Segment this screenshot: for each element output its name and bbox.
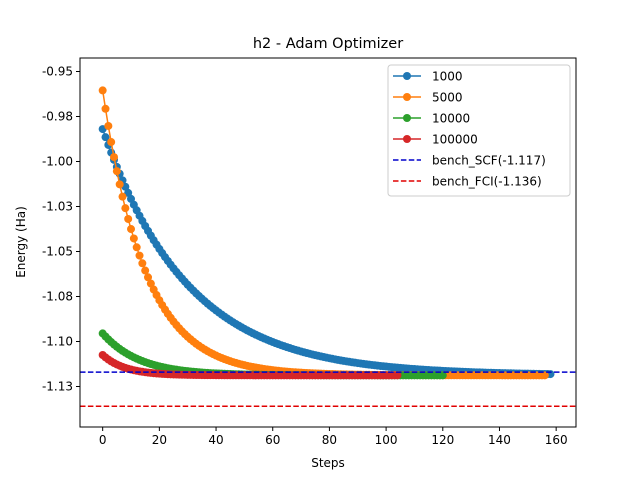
y-tick-label: -1.00	[42, 155, 73, 169]
x-tick-label: 100	[375, 433, 398, 447]
x-tick-label: 0	[99, 433, 107, 447]
data-point	[124, 188, 133, 197]
y-axis-label: Energy (Ha)	[14, 206, 28, 278]
plot-area: 0 20 40 60 80 100 120 140 160 -0.95 -0.98 -1.00 -1.…	[42, 57, 577, 447]
data-point	[101, 104, 110, 113]
legend-label: 1000	[432, 70, 463, 84]
legend-label: 10000	[432, 112, 470, 126]
legend-marker	[403, 135, 411, 143]
legend: 1000 5000 10000 100000 bench_SCF(-1.117)benc…	[387, 64, 571, 197]
legend-marker	[403, 93, 411, 101]
data-point	[138, 259, 147, 268]
data-point	[393, 371, 402, 380]
data-point	[104, 121, 113, 130]
y-tick-label: -1.03	[42, 200, 73, 214]
data-point	[98, 86, 107, 95]
data-point	[121, 204, 130, 213]
x-tick-label: 40	[208, 433, 223, 447]
x-axis-ticks: 0 20 40 60 80 100 120 140 160	[99, 427, 568, 447]
reference-lines	[80, 371, 576, 408]
legend-item: 1000	[393, 70, 463, 84]
data-point	[438, 371, 447, 380]
data-point	[540, 371, 549, 380]
data-point	[132, 243, 141, 252]
y-tick-label: -1.05	[42, 245, 73, 259]
data-point	[146, 279, 155, 288]
legend-frame	[387, 64, 571, 197]
axes-frame	[79, 57, 577, 428]
legend-marker	[403, 114, 411, 122]
y-tick-label: -0.98	[42, 110, 73, 124]
chart-title: h2 - Adam Optimizer	[253, 36, 403, 52]
legend-label: 100000	[432, 133, 478, 147]
legend-label: 5000	[432, 91, 463, 105]
legend-item: bench_FCI(-1.136)	[393, 175, 542, 189]
legend-label: bench_SCF(-1.117)	[432, 154, 546, 168]
data-point	[141, 266, 150, 275]
y-tick-label: -0.95	[42, 65, 73, 79]
data-point	[101, 133, 110, 142]
y-tick-label: -1.08	[42, 290, 73, 304]
x-tick-label: 20	[152, 433, 167, 447]
data-point	[112, 167, 121, 176]
y-tick-label: -1.10	[42, 335, 73, 349]
data-point	[144, 273, 153, 282]
legend-label: bench_FCI(-1.136)	[432, 175, 542, 189]
legend-item: 5000	[393, 91, 463, 105]
data-point	[129, 234, 138, 243]
data-point	[115, 180, 124, 189]
x-axis-label: Steps	[311, 456, 345, 470]
legend-item: 10000	[393, 112, 470, 126]
data-point	[135, 251, 144, 260]
y-axis-ticks: -0.95 -0.98 -1.00 -1.03 -1.05 -1.08 -1.10 -1.13	[42, 65, 80, 394]
legend-item: 100000	[393, 133, 478, 147]
x-tick-label: 160	[545, 433, 568, 447]
x-tick-label: 60	[265, 433, 280, 447]
x-tick-label: 140	[488, 433, 511, 447]
x-tick-label: 120	[431, 433, 454, 447]
y-tick-label: -1.13	[42, 380, 73, 394]
data-point	[110, 153, 119, 162]
legend-marker	[403, 72, 411, 80]
legend-item: bench_SCF(-1.117)	[393, 154, 546, 168]
data-point	[127, 225, 136, 234]
x-tick-label: 80	[322, 433, 337, 447]
data-point	[124, 214, 133, 223]
data-point	[118, 192, 127, 201]
data-point	[107, 138, 116, 147]
series-100000	[98, 351, 402, 380]
